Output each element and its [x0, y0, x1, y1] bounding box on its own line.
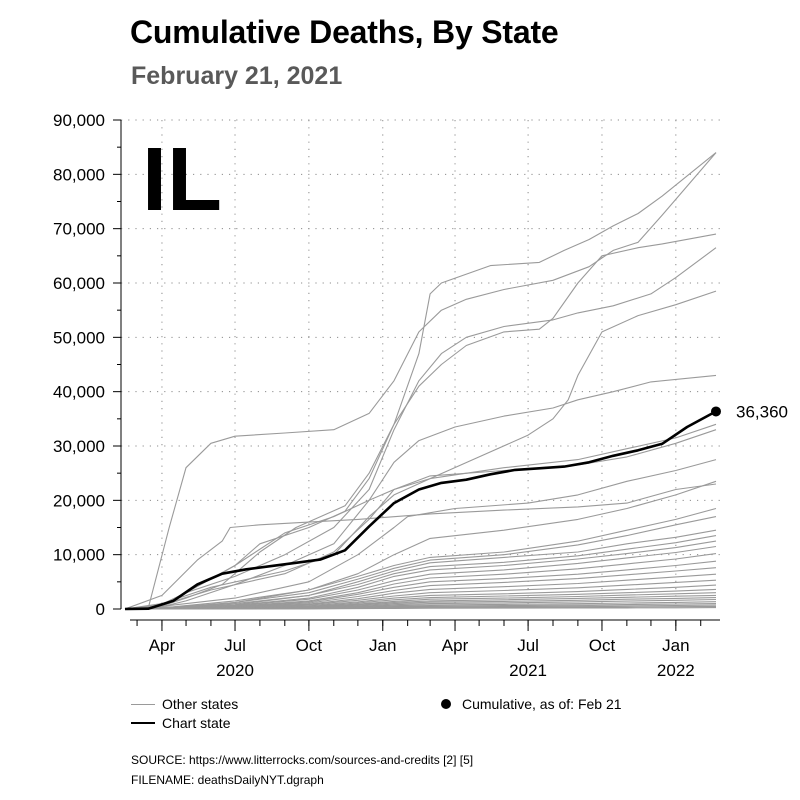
x-tick-label: Apr	[149, 636, 176, 655]
y-tick-label: 80,000	[53, 165, 105, 184]
y-tick-label: 10,000	[53, 546, 105, 565]
x-tick-label: Apr	[442, 636, 469, 655]
legend-other-label: Other states	[162, 696, 239, 712]
x-tick-label: Jul	[517, 636, 539, 655]
other-state-line	[124, 429, 717, 610]
end-value-label: 36,360	[736, 402, 788, 421]
legend-chart-swatch	[131, 722, 155, 724]
other-state-line	[124, 535, 717, 610]
other-state-line	[124, 459, 717, 610]
y-tick-label: 70,000	[53, 220, 105, 239]
other-state-line	[124, 516, 717, 610]
legend-cumulative-label: Cumulative, as of: Feb 21	[462, 696, 622, 712]
other-state-line	[125, 247, 717, 610]
other-state-line	[124, 423, 717, 610]
end-point-marker	[710, 406, 721, 417]
x-tick-label: Oct	[296, 636, 323, 655]
y-tick-label: 50,000	[53, 328, 105, 347]
x-tick-label: Jan	[662, 636, 689, 655]
other-state-line	[125, 374, 717, 610]
x-tick-label: Jan	[369, 636, 396, 655]
other-state-line	[124, 152, 717, 610]
source-note: SOURCE: https://www.litterrocks.com/sour…	[131, 753, 474, 767]
y-tick-label: 90,000	[53, 111, 105, 130]
x-tick-label: Oct	[589, 636, 616, 655]
y-tick-label: 30,000	[53, 437, 105, 456]
x-year-label: 2021	[509, 661, 547, 680]
y-tick-label: 20,000	[53, 491, 105, 510]
other-state-line	[125, 607, 717, 610]
legend-chart-label: Chart state	[162, 715, 231, 731]
state-label: IL	[142, 130, 222, 230]
other-state-line	[125, 152, 717, 610]
y-tick-label: 60,000	[53, 274, 105, 293]
y-tick-label: 40,000	[53, 383, 105, 402]
chart-title: Cumulative Deaths, By State	[130, 14, 559, 50]
axis-layer: 0 10,000 20,000 30,000 40,000 50,000 60,000 70,…	[53, 111, 720, 680]
x-year-label: 2022	[657, 661, 695, 680]
other-state-line	[124, 507, 717, 610]
y-tick-label: 0	[96, 600, 105, 619]
other-states-lines	[124, 152, 717, 610]
other-state-line	[124, 483, 717, 610]
other-state-line	[125, 233, 717, 610]
chart-state-line	[124, 410, 717, 611]
legend-other-swatch	[131, 704, 155, 705]
chart-subtitle: February 21, 2021	[131, 62, 343, 90]
x-tick-label: Jul	[224, 636, 246, 655]
legend-cumulative-marker	[441, 699, 451, 709]
filename-note: FILENAME: deathsDailyNYT.dgraph	[131, 773, 324, 787]
chart-state-line-group: 36,360	[124, 402, 788, 611]
other-state-line	[125, 290, 717, 610]
x-year-label: 2020	[216, 661, 254, 680]
